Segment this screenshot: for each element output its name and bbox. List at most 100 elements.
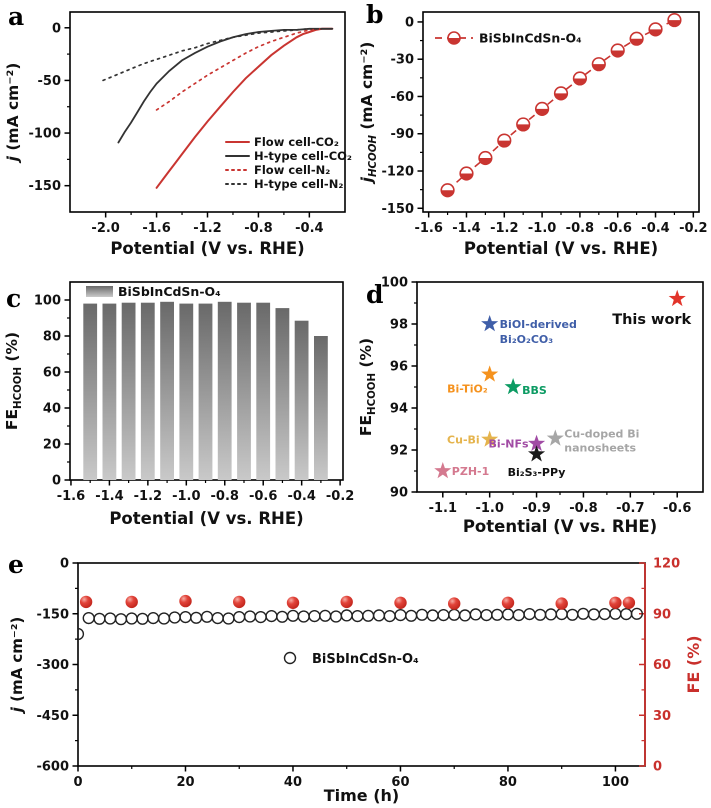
series-line <box>155 27 334 189</box>
svg-text:-0.2: -0.2 <box>679 221 707 236</box>
svg-text:90: 90 <box>390 486 408 501</box>
star-marker-bbs <box>504 378 522 395</box>
svg-text:Flow cell-CO₂: Flow cell-CO₂ <box>254 135 339 149</box>
svg-text:60: 60 <box>653 658 671 673</box>
y-axis: 0 -30 -60 -90 -120 -150 <box>381 15 423 217</box>
bar <box>140 302 155 480</box>
svg-text:-120: -120 <box>381 165 414 180</box>
star-marker-bioi-derived-bi2o2co3 <box>481 315 499 332</box>
scatter-points: This work BiOI-derived Bi₂O₂CO₃ Bi-TiO₂ BBS C… <box>434 289 692 479</box>
svg-text:100: 100 <box>602 775 629 790</box>
legend: BiSbInCdSn-O₄ <box>283 651 419 667</box>
svg-text:Flow cell-N₂: Flow cell-N₂ <box>254 163 330 177</box>
bar <box>83 303 98 480</box>
svg-text:BiSbInCdSn-O₄: BiSbInCdSn-O₄ <box>312 652 419 667</box>
label-bioi-derived-bi2o2co3: Bi₂O₂CO₃ <box>500 333 554 346</box>
svg-text:H-type cell-CO₂: H-type cell-CO₂ <box>254 149 352 163</box>
svg-text:-150: -150 <box>381 202 414 217</box>
svg-text:H-type cell-N₂: H-type cell-N₂ <box>254 177 343 191</box>
svg-text:90: 90 <box>653 607 671 622</box>
svg-text:94: 94 <box>390 402 408 417</box>
svg-text:20: 20 <box>43 438 61 453</box>
svg-text:20: 20 <box>176 775 194 790</box>
svg-text:-1.6: -1.6 <box>142 221 170 236</box>
svg-text:96: 96 <box>390 360 408 375</box>
series-line <box>155 27 323 111</box>
right-axis: 0 30 60 90 120 FE (%) <box>639 557 703 775</box>
bar <box>275 308 290 480</box>
svg-text:40: 40 <box>43 402 61 417</box>
svg-text:0: 0 <box>60 557 69 572</box>
star-marker-bi-nfs <box>528 434 546 451</box>
x-axis-title: Potential (V vs. RHE) <box>110 239 304 258</box>
panel-b-chart: -1.6 -1.4 -1.2 -1.0 -0.8 -0.6 -0.4 -0.2 0 -30 -60 -… <box>358 11 708 258</box>
svg-text:-100: -100 <box>28 127 61 142</box>
star-marker-this-work <box>668 289 686 307</box>
x-axis: -1.1 -1.0 -0.9 -0.8 -0.7 -0.6 <box>429 492 691 516</box>
svg-text:-0.8: -0.8 <box>569 501 597 516</box>
svg-text:-1.6: -1.6 <box>57 489 85 504</box>
panel-a: a -2.0 -1.6 -1.2 -0.8 -0.4 0 -50 -100 -150 Potent… <box>0 0 355 268</box>
svg-text:-0.8: -0.8 <box>244 221 272 236</box>
label-bi-nfs: Bi-NFs <box>489 438 529 451</box>
faradaic-efficiency-points <box>79 594 636 610</box>
bar <box>217 301 232 480</box>
svg-text:80: 80 <box>499 775 517 790</box>
x-axis-title: Time (h) <box>324 786 400 805</box>
svg-text:100: 100 <box>381 276 408 291</box>
label-this-work: This work <box>612 312 691 328</box>
svg-text:30: 30 <box>653 709 671 724</box>
label-bioi-derived-bi2o2co3: BiOI-derived <box>500 318 577 331</box>
star-marker-cu-doped-bi-nanosheets <box>546 429 564 446</box>
panel-d: d -1.1 -1.0 -0.9 -0.8 -0.7 -0.6 90 92 94 96 98 100 P… <box>355 268 711 538</box>
panel-letter-d: d <box>366 280 384 309</box>
svg-text:-1.6: -1.6 <box>414 221 442 236</box>
svg-text:-0.6: -0.6 <box>603 221 631 236</box>
svg-text:-0.2: -0.2 <box>326 489 354 504</box>
svg-text:-2.0: -2.0 <box>91 221 119 236</box>
bar <box>294 320 309 480</box>
svg-text:98: 98 <box>390 318 408 333</box>
svg-text:-0.7: -0.7 <box>616 501 644 516</box>
svg-text:-90: -90 <box>391 127 415 142</box>
svg-text:-0.4: -0.4 <box>641 221 669 236</box>
axes: -2.0 -1.6 -1.2 -0.8 -0.4 0 -50 -100 -150 Potentia… <box>4 11 346 258</box>
x-axis: 0 20 40 60 80 100 <box>73 766 629 790</box>
axes: -1.6 -1.4 -1.2 -1.0 -0.8 -0.6 -0.4 -0.2 0 -30 -60 -… <box>358 11 708 258</box>
svg-text:-0.6: -0.6 <box>249 489 277 504</box>
series-line <box>447 19 675 191</box>
right-axis-title: FE (%) <box>684 635 703 693</box>
svg-text:-150: -150 <box>36 607 69 622</box>
y-axis: 0 -150 -300 -450 -600 <box>36 557 78 775</box>
svg-text:0: 0 <box>52 474 61 489</box>
star-marker-cu-bi <box>481 430 499 447</box>
svg-text:-1.0: -1.0 <box>528 221 556 236</box>
panel-letter-c: c <box>6 284 22 313</box>
axes: -1.1 -1.0 -0.9 -0.8 -0.7 -0.6 90 92 94 96 98 100 Pot… <box>357 276 704 536</box>
x-axis: -1.6 -1.4 -1.2 -1.0 -0.8 -0.6 -0.4 -0.2 <box>414 212 708 236</box>
svg-text:-30: -30 <box>391 53 415 68</box>
legend: BiSbInCdSn-O₄ <box>435 31 582 46</box>
label-cu-doped-bi-nanosheets: nanosheets <box>564 441 636 454</box>
svg-text:-300: -300 <box>36 658 69 673</box>
bar <box>160 301 174 480</box>
axes: 0 20 40 60 80 100 0 -150 -300 -450 -600 Time (h) j (… <box>8 557 646 805</box>
bar <box>256 302 271 480</box>
svg-text:-1.1: -1.1 <box>429 501 457 516</box>
panel-letter-b: b <box>366 0 384 29</box>
svg-text:-0.9: -0.9 <box>522 501 550 516</box>
svg-text:-50: -50 <box>38 74 62 89</box>
current-density-points <box>78 607 644 641</box>
bar <box>102 303 117 480</box>
svg-text:-1.0: -1.0 <box>475 501 503 516</box>
series-line <box>117 27 334 144</box>
x-axis: -2.0 -1.6 -1.2 -0.8 -0.4 <box>91 212 324 236</box>
x-axis: -1.6 -1.4 -1.2 -1.0 -0.8 -0.6 -0.4 -0.2 <box>57 480 354 504</box>
bar <box>314 336 328 480</box>
svg-text:-1.2: -1.2 <box>490 221 518 236</box>
panel-d-chart: -1.1 -1.0 -0.9 -0.8 -0.7 -0.6 90 92 94 96 98 100 Pot… <box>357 276 704 536</box>
panel-e-chart: 0 20 40 60 80 100 0 -150 -300 -450 -600 Time (h) j (… <box>8 557 703 806</box>
panel-c-chart: -1.6 -1.4 -1.2 -1.0 -0.8 -0.6 -0.4 -0.2 0 20 40 60 8… <box>3 281 354 528</box>
svg-text:-0.4: -0.4 <box>295 221 323 236</box>
